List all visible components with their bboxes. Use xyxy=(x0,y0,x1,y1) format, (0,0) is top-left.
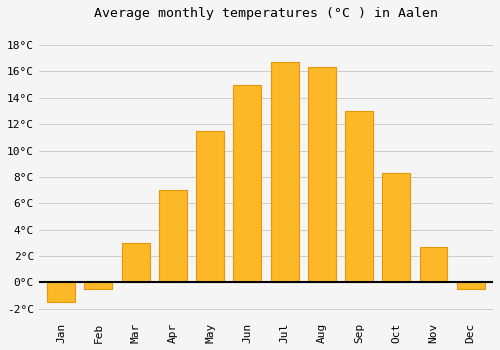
Bar xyxy=(159,190,187,282)
Bar xyxy=(122,243,150,282)
Bar xyxy=(47,282,75,302)
Bar xyxy=(420,247,448,282)
Bar xyxy=(345,111,373,282)
Bar xyxy=(457,282,484,289)
Bar xyxy=(308,68,336,282)
Bar xyxy=(382,173,410,282)
Bar xyxy=(234,85,262,282)
Title: Average monthly temperatures (°C ) in Aalen: Average monthly temperatures (°C ) in Aa… xyxy=(94,7,438,20)
Bar xyxy=(196,131,224,282)
Bar xyxy=(84,282,112,289)
Bar xyxy=(270,62,298,282)
